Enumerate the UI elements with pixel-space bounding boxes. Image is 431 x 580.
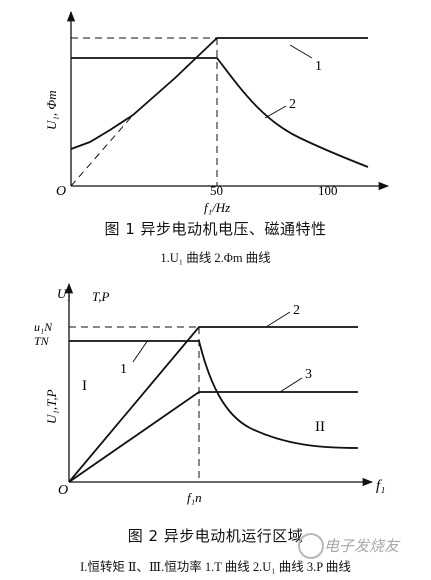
fig2-origin: O xyxy=(58,483,68,498)
figure2-caption: 图 2 异步电动机运行区域 xyxy=(127,527,304,545)
fig2-curve-label-3: 3 xyxy=(305,367,312,382)
fig2-x-tick-f1n: f₁n xyxy=(187,490,202,505)
figure2-subcaption: I.恒转矩 Ⅱ、Ⅲ.恒功率 1.T 曲线 2.U₁ 曲线 3.P 曲线 xyxy=(80,560,351,574)
fig2-curve-power xyxy=(68,391,358,483)
fig1-x-label: f₁/Hz xyxy=(204,200,230,215)
fig1-curve-flux xyxy=(71,57,369,168)
fig2-curve-label-2: 2 xyxy=(293,303,300,318)
fig2-y-tick-u1n: u₁N xyxy=(34,320,53,334)
figure1-diagram: 1 2 O 50 100 f₁/Hz U₁, Φm xyxy=(44,10,390,215)
fig2-leader-2 xyxy=(265,311,291,328)
fig2-y-tick-tn: TN xyxy=(34,334,50,348)
fig2-curve-u1 xyxy=(68,326,358,483)
fig2-leader-1 xyxy=(132,339,149,363)
fig2-curve-torque xyxy=(69,340,359,449)
fig2-x-label: f₁ xyxy=(376,478,385,494)
fig2-y-axis-label: U₁ xyxy=(57,286,71,301)
watermark-logo-icon xyxy=(298,533,324,559)
figure2-diagram: 1 2 3 I II U₁ T,P u₁N TN U₁,T,P O f₁ f₁n xyxy=(34,282,385,505)
fig1-y-label: U₁, Φm xyxy=(44,90,59,130)
figure1-subcaption: 1.U₁ 曲线 2.Φm 曲线 xyxy=(160,251,271,265)
fig1-leader-1 xyxy=(289,44,313,59)
fig2-curve-label-1: 1 xyxy=(120,362,127,377)
fig2-leader-3 xyxy=(279,377,303,393)
fig1-origin: O xyxy=(56,184,66,199)
watermark-text: 电子发烧友 xyxy=(324,537,400,555)
fig1-leader-2 xyxy=(264,105,287,119)
fig1-x-tick-100: 100 xyxy=(318,183,338,198)
fig1-curve-label-2: 2 xyxy=(289,97,296,112)
fig2-side-label: U₁,T,P xyxy=(44,389,59,424)
figure1-caption: 图 1 异步电动机电压、磁通特性 xyxy=(104,220,327,238)
fig2-region-label-1: I xyxy=(82,378,87,394)
fig2-region-label-2: II xyxy=(315,419,325,435)
fig1-dashed-diagonal xyxy=(70,114,134,187)
fig1-curve-label-1: 1 xyxy=(315,59,322,74)
fig2-y-axis-label2: T,P xyxy=(92,289,110,304)
fig1-curve-u1 xyxy=(70,37,368,150)
fig1-x-tick-50: 50 xyxy=(210,183,223,198)
